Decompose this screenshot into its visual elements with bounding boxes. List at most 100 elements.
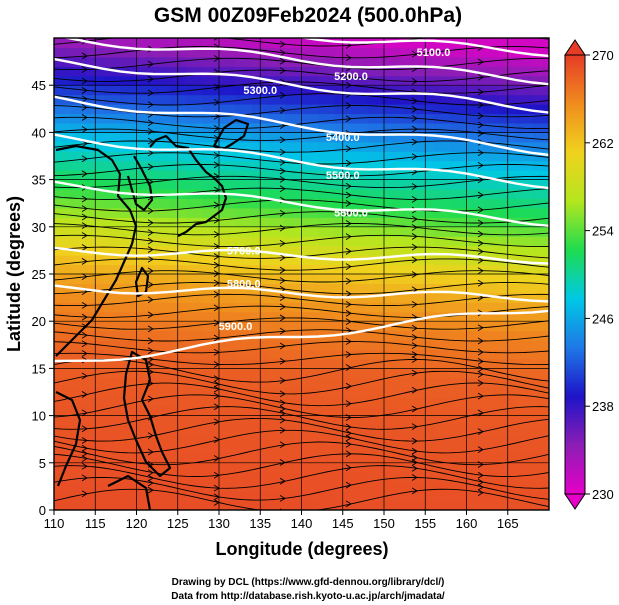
colorbar-tick-label: 230 bbox=[592, 487, 614, 502]
streamline-arrow bbox=[477, 88, 484, 96]
field-cell bbox=[285, 255, 303, 266]
field-cell bbox=[400, 217, 418, 228]
streamline-arrow bbox=[147, 337, 154, 345]
streamline-arrow bbox=[345, 500, 352, 508]
field-cell bbox=[367, 415, 385, 426]
field-cell bbox=[268, 189, 286, 199]
streamline-arrow bbox=[345, 233, 352, 240]
field-cell bbox=[285, 330, 303, 341]
field-cell bbox=[54, 179, 72, 190]
field-cell bbox=[153, 368, 171, 379]
field-cell bbox=[186, 274, 204, 284]
field-cell bbox=[532, 368, 549, 379]
field-cell bbox=[351, 283, 369, 294]
field-cell bbox=[400, 170, 418, 181]
field-cell bbox=[532, 311, 549, 322]
field-cell bbox=[466, 481, 484, 492]
field-cell bbox=[351, 274, 369, 284]
field-cell bbox=[54, 283, 72, 294]
field-cell bbox=[532, 472, 549, 483]
field-cell bbox=[367, 264, 385, 275]
field-cell bbox=[301, 302, 319, 313]
streamline-arrow bbox=[411, 271, 418, 278]
field-cell bbox=[268, 377, 286, 388]
field-cell bbox=[120, 226, 138, 237]
streamline-arrow bbox=[411, 437, 418, 445]
field-cell bbox=[351, 189, 369, 199]
colorbar-tick-label: 262 bbox=[592, 136, 614, 151]
field-cell bbox=[268, 104, 286, 115]
field-cell bbox=[153, 151, 171, 162]
field-cell bbox=[367, 104, 385, 115]
field-cell bbox=[301, 472, 319, 483]
field-cell bbox=[450, 160, 468, 171]
field-cell bbox=[54, 56, 72, 67]
field-cell bbox=[219, 226, 237, 237]
contour-line bbox=[54, 309, 549, 363]
field-cell bbox=[235, 113, 253, 124]
field-cell bbox=[268, 292, 286, 303]
field-cell bbox=[400, 377, 418, 388]
field-cell bbox=[136, 321, 154, 332]
field-cell bbox=[433, 292, 451, 303]
colorbar: 230 238 246 254 262 270 bbox=[564, 39, 614, 510]
field-cell bbox=[516, 321, 534, 332]
field-cell bbox=[367, 462, 385, 473]
field-cell bbox=[268, 255, 286, 266]
field-cell bbox=[466, 340, 484, 351]
field-cell bbox=[532, 500, 549, 510]
field-cell bbox=[268, 434, 286, 445]
field-cell bbox=[301, 189, 319, 199]
field-cell bbox=[483, 75, 501, 86]
field-cell bbox=[70, 340, 88, 351]
field-cell bbox=[384, 302, 402, 313]
field-cell bbox=[103, 462, 121, 473]
field-cell bbox=[384, 481, 402, 492]
streamline-arrow bbox=[81, 52, 88, 60]
field-cell bbox=[268, 170, 286, 181]
field-cell bbox=[153, 198, 171, 209]
field-cell bbox=[235, 406, 253, 417]
field-cell bbox=[351, 226, 369, 237]
field-cell bbox=[103, 406, 121, 417]
field-cell bbox=[450, 340, 468, 351]
field-cell bbox=[318, 141, 336, 152]
field-cell bbox=[384, 387, 402, 398]
field-cell bbox=[532, 245, 549, 256]
field-cell bbox=[351, 377, 369, 388]
streamline-arrow bbox=[279, 240, 286, 247]
field-cell bbox=[202, 179, 220, 190]
field-cell bbox=[70, 179, 88, 190]
field-cell bbox=[136, 123, 154, 133]
field-cell bbox=[532, 170, 549, 181]
field-cell bbox=[103, 207, 121, 218]
field-cell bbox=[268, 368, 286, 379]
field-cell bbox=[400, 292, 418, 303]
field-cell bbox=[433, 113, 451, 124]
field-cell bbox=[153, 47, 171, 58]
streamline-arrow bbox=[477, 324, 484, 332]
field-cell bbox=[450, 198, 468, 209]
field-cell bbox=[400, 189, 418, 199]
streamline-arrow bbox=[279, 40, 286, 48]
field-cell bbox=[483, 302, 501, 313]
field-cell bbox=[186, 340, 204, 351]
field-cell bbox=[120, 425, 138, 435]
field-cell bbox=[516, 170, 534, 181]
field-cell bbox=[532, 462, 549, 473]
field-cell bbox=[516, 500, 534, 510]
streamline-arrow bbox=[279, 405, 286, 413]
field-cell bbox=[351, 387, 369, 398]
field-cell bbox=[202, 491, 220, 502]
field-cell bbox=[532, 226, 549, 237]
field-cell bbox=[384, 292, 402, 303]
field-cell bbox=[384, 245, 402, 256]
field-cell bbox=[466, 236, 484, 247]
field-cell bbox=[219, 274, 237, 284]
field-cell bbox=[153, 311, 171, 322]
field-cell bbox=[54, 359, 72, 369]
field-cell bbox=[186, 255, 204, 266]
field-cell bbox=[433, 321, 451, 332]
field-cell bbox=[103, 425, 121, 435]
field-cell bbox=[120, 198, 138, 209]
